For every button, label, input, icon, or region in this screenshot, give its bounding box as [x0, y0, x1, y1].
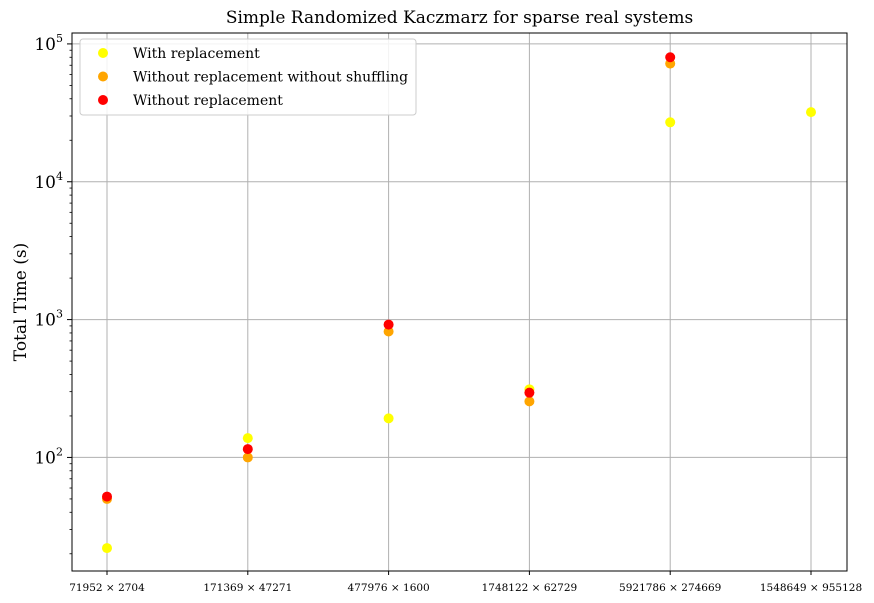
x-tick-label: 477976 × 1600 [347, 582, 429, 594]
x-tick-label: 1548649 × 955128 [760, 582, 862, 594]
legend-box [79, 38, 417, 116]
legend-marker [98, 95, 108, 105]
axis-ticks: 71952 × 2704 171369 × 47271 477976 × 1600 1… [34, 32, 862, 594]
data-point [383, 326, 394, 337]
x-tick-label: 71952 × 2704 [69, 582, 145, 594]
y-axis-label: Total Time (s) [11, 243, 31, 361]
data-point [524, 387, 535, 398]
legend-marker [98, 71, 108, 82]
data-point [102, 491, 112, 502]
y-tick-label: 102 [34, 445, 63, 468]
y-tick-label: 104 [34, 170, 63, 193]
data-point [806, 107, 816, 118]
data-point [524, 396, 535, 407]
data-point [102, 543, 112, 554]
plot-area-frame [71, 32, 848, 572]
data-point [242, 433, 253, 444]
data-point [242, 444, 253, 455]
legend-label: With replacement [133, 46, 260, 62]
legend-marker [98, 48, 108, 58]
data-point [665, 52, 676, 63]
y-tick-label: 105 [34, 32, 63, 55]
x-tick-label: 5921786 × 274669 [619, 582, 721, 594]
legend-label: Without replacement without shuffling [133, 70, 408, 86]
x-tick-label: 1748122 × 62729 [482, 582, 578, 594]
data-point [383, 413, 394, 424]
data-point [383, 319, 394, 330]
legend-label: Without replacement [133, 93, 283, 109]
data-point [242, 452, 253, 463]
grid-lines [72, 33, 847, 571]
data-point [665, 117, 676, 128]
x-tick-label: 171369 × 47271 [203, 582, 292, 594]
chart-title: Simple Randomized Kaczmarz for sparse re… [226, 8, 693, 28]
legend: With replacement Without replacement with… [79, 38, 417, 116]
y-tick-label: 103 [34, 308, 63, 331]
data-points [102, 52, 816, 554]
